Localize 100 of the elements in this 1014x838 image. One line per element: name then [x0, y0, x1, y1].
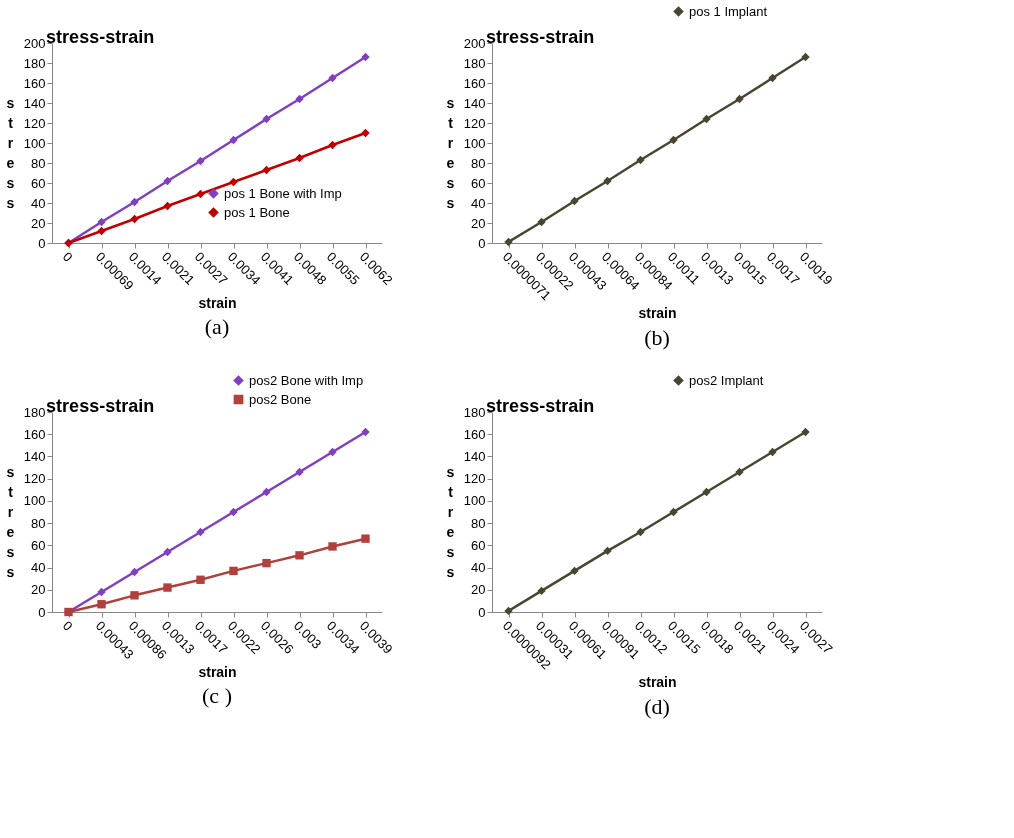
point — [361, 427, 370, 437]
y-tick-label: 0 — [38, 235, 46, 251]
y-tick-label: 140 — [23, 95, 46, 111]
point — [570, 566, 579, 576]
y-tick-label: 120 — [23, 115, 46, 131]
y-tick-label: 40 — [31, 195, 46, 211]
legend-label: pos 1 Bone with Imp — [224, 185, 342, 201]
y-tick-label: 60 — [471, 175, 486, 191]
point — [669, 507, 678, 517]
y-tick-label: 160 — [463, 75, 486, 91]
point — [97, 600, 106, 609]
legend-label: pos2 Bone — [249, 391, 312, 407]
point — [163, 547, 172, 557]
y-tick-label: 180 — [463, 404, 486, 420]
point — [196, 156, 205, 166]
point — [229, 177, 238, 187]
y-tick-label: 140 — [463, 448, 486, 464]
point — [768, 447, 777, 457]
y-tick-label: 40 — [471, 560, 486, 576]
point — [570, 196, 579, 206]
y-tick-label: 60 — [31, 175, 46, 191]
text: (b) — [644, 325, 670, 350]
y-tick-label: 80 — [31, 515, 46, 531]
y-tick-label: 140 — [23, 448, 46, 464]
point — [229, 507, 238, 517]
x-axis-title: strain — [198, 294, 237, 311]
y-tick-label: 40 — [31, 560, 46, 576]
y-tick-label: 180 — [23, 55, 46, 71]
text: (a) — [204, 314, 230, 339]
point — [97, 587, 106, 597]
point — [361, 128, 370, 138]
legend-label: pos 1 Bone — [224, 204, 290, 220]
point — [702, 114, 711, 124]
y-tick-label: 120 — [463, 471, 486, 487]
y-tick-label: 180 — [463, 55, 486, 71]
point — [735, 94, 744, 104]
point — [196, 527, 205, 537]
y-axis-title: stress — [6, 463, 15, 580]
point — [504, 606, 513, 616]
y-tick-label: 20 — [31, 215, 46, 231]
point — [361, 534, 370, 543]
point — [636, 527, 645, 537]
y-axis-title: stress — [446, 94, 455, 211]
y-tick-label: 200 — [23, 35, 46, 51]
y-tick-label: 60 — [31, 537, 46, 553]
x-axis-title: strain — [198, 663, 237, 680]
point — [163, 583, 172, 592]
point — [130, 591, 139, 600]
legend-label: pos2 Implant — [689, 372, 764, 388]
y-tick-label: 80 — [471, 515, 486, 531]
text: (c ) — [202, 683, 232, 708]
point — [262, 114, 271, 124]
y-tick-label: 100 — [23, 493, 46, 509]
point — [702, 487, 711, 497]
point — [163, 201, 172, 211]
legend-label: pos 1 Implant — [689, 3, 768, 19]
point — [262, 487, 271, 497]
x-tick-label: 0 — [59, 249, 76, 265]
point — [669, 135, 678, 145]
y-tick-label: 120 — [463, 115, 486, 131]
y-tick-label: 160 — [23, 75, 46, 91]
point — [196, 189, 205, 199]
y-tick-label: 120 — [23, 471, 46, 487]
point — [504, 237, 513, 247]
y-tick-label: 0 — [38, 604, 46, 620]
y-tick-label: 100 — [463, 135, 486, 151]
y-tick-label: 20 — [471, 215, 486, 231]
point — [801, 52, 810, 62]
point — [735, 467, 744, 477]
point — [163, 176, 172, 186]
chart-title: stress-strain — [46, 396, 155, 416]
point — [130, 567, 139, 577]
point — [801, 427, 810, 437]
y-tick-label: 140 — [463, 95, 486, 111]
y-axis-title: stress — [446, 463, 455, 580]
point — [295, 551, 304, 560]
chart-title: stress-strain — [486, 396, 595, 416]
point — [361, 52, 370, 62]
point — [768, 73, 777, 83]
point — [262, 165, 271, 175]
y-tick-label: 80 — [31, 155, 46, 171]
x-tick-label: 0 — [59, 618, 76, 634]
y-tick-label: 0 — [478, 604, 486, 620]
x-axis-title: strain — [638, 305, 677, 322]
point — [130, 197, 139, 207]
point — [603, 546, 612, 556]
point — [636, 155, 645, 165]
y-tick-label: 20 — [31, 582, 46, 598]
chart-title: stress-strain — [46, 27, 155, 47]
point — [537, 586, 546, 596]
y-tick-label: 160 — [463, 426, 486, 442]
point — [229, 135, 238, 145]
point — [295, 94, 304, 104]
point — [328, 140, 337, 150]
point — [130, 214, 139, 224]
y-tick-label: 100 — [23, 135, 46, 151]
point — [603, 176, 612, 186]
point — [537, 217, 546, 227]
y-tick-label: 0 — [478, 235, 486, 251]
text: (d) — [644, 694, 670, 719]
